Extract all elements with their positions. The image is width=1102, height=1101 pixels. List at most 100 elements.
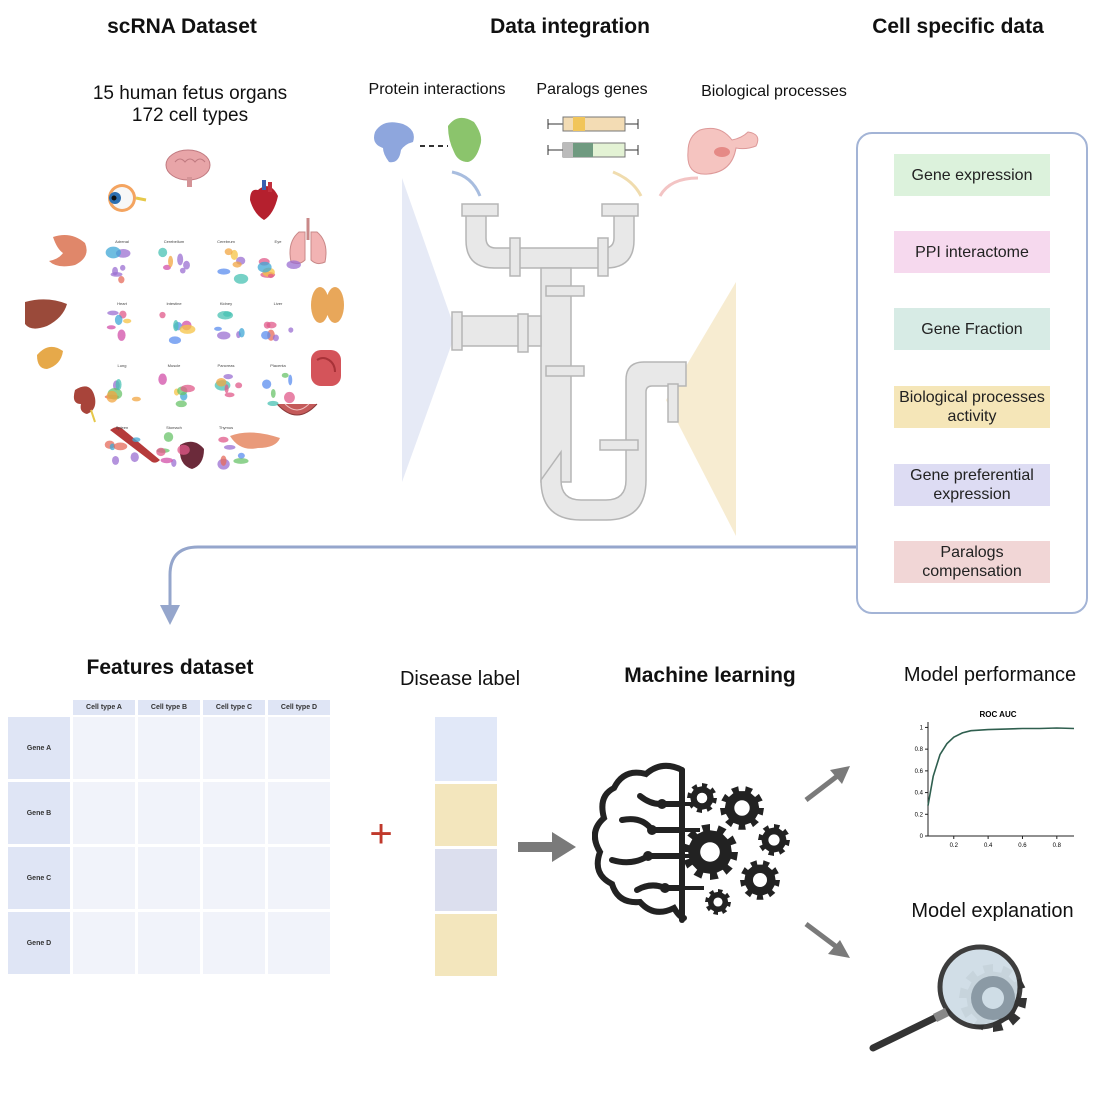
features-table-cell (268, 912, 330, 974)
lungs-icon (289, 218, 327, 265)
adrenal-icon (37, 346, 63, 369)
model-explanation-title: Model explanation (911, 900, 1074, 922)
umap-cluster-blob (131, 396, 141, 402)
gene-fraction-box: Gene Fraction (894, 308, 1050, 350)
gear-hole (768, 834, 780, 846)
umap-cluster-blob (118, 275, 125, 284)
umap-cluster-blob (235, 382, 243, 389)
umap-cluster-blob (179, 324, 196, 334)
umap-cluster-blob (233, 458, 249, 464)
scrna-dataset-title: scRNA Dataset (107, 15, 257, 38)
umap-cluster-blob (156, 447, 166, 457)
umap-cluster-blob (288, 374, 293, 386)
umap-cluster-blob (123, 318, 132, 324)
features-table-cell (138, 847, 200, 909)
umap-cluster-blob (106, 325, 116, 330)
output-funnel-yellow (666, 282, 736, 536)
umap-cluster-blob (220, 455, 227, 466)
x-tick-label: 0.4 (984, 843, 993, 849)
y-tick-label: 0.2 (915, 812, 924, 818)
features-table-cell (73, 717, 135, 779)
chart-title: ROC AUC (979, 710, 1016, 719)
organs-count-label: 15 human fetus organs (92, 83, 288, 104)
features-table-cell (268, 782, 330, 844)
disease-label-cell-1 (435, 717, 497, 781)
umap-cluster-blob (120, 264, 126, 271)
umap-cluster-blob (216, 378, 227, 387)
umap-cluster-blob (132, 437, 141, 443)
umap-cluster-blob (162, 264, 171, 271)
umap-cluster-blob (112, 455, 120, 465)
umap-panel-label: Thymus (219, 425, 233, 430)
arrow-to-performance (804, 766, 850, 802)
features-row-header: Gene B (8, 782, 70, 844)
umap-panel-label: Pancreas (218, 363, 235, 368)
ppi-interactome-box: PPI interactome (894, 231, 1050, 273)
features-row-header: Gene C (8, 847, 70, 909)
x-tick-label: 0.2 (950, 843, 959, 849)
data-integration-title: Data integration (490, 15, 650, 38)
eye-icon (108, 184, 147, 212)
umap-cluster-blob (267, 400, 279, 407)
umap-panel-label: Stomach (166, 425, 182, 430)
liver-icon (25, 299, 67, 329)
umap-cluster-blob (130, 452, 139, 463)
umap-cluster-blob (223, 373, 233, 380)
umap-cluster-blob (224, 248, 233, 256)
features-table-cell (203, 847, 265, 909)
organ-ring-illustration: Adrenal Cerebellum Cerebrum Eye Heart Intesti… (25, 149, 344, 470)
umap-panel-grid: Adrenal Cerebellum Cerebrum Eye Heart Intesti… (104, 239, 301, 470)
umap-cluster-blob (180, 384, 195, 393)
roc-auc-chart: ROC AUC 0.2 0.4 0.6 0.8 0 0.2 0.4 0.6 0.8 1 (915, 710, 1075, 849)
umap-panel-label: Spleen (116, 425, 128, 430)
biological-processes-activity-box: Biological processes activity (894, 386, 1050, 428)
umap-cluster-blob (159, 311, 166, 319)
umap-panel-label: Heart (117, 301, 128, 306)
heart-icon (250, 180, 278, 220)
umap-cluster-blob (224, 392, 235, 398)
features-column-header: Cell type B (138, 700, 200, 715)
cell-specific-data-title: Cell specific data (872, 15, 1044, 38)
y-tick-label: 0.4 (915, 791, 924, 797)
disease-label-title: Disease label (399, 668, 521, 690)
umap-cluster-blob (183, 260, 190, 270)
umap-cluster-blob (263, 321, 271, 329)
umap-cluster-blob (106, 390, 118, 403)
disease-label-cell-3 (435, 849, 497, 911)
y-tick-label: 0.6 (915, 769, 924, 775)
umap-cluster-blob (224, 384, 229, 394)
model-performance-title: Model performance (903, 664, 1077, 686)
umap-cluster-blob (113, 442, 128, 451)
thyroid-icon (311, 287, 344, 323)
paralogs-genes-label: Paralogs genes (536, 81, 648, 98)
stomach-icon (49, 235, 87, 267)
umap-cluster-blob (270, 388, 276, 398)
umap-panel-label: Placenta (270, 363, 286, 368)
pancreas-icon (230, 432, 280, 449)
kidney-icon (73, 386, 96, 423)
umap-panel-label: Adrenal (115, 239, 129, 244)
umap-cluster-blob (105, 246, 121, 259)
umap-panel-label: Lung (118, 363, 127, 368)
features-column-header: Cell type C (203, 700, 265, 715)
arrow-to-explanation (804, 922, 850, 958)
umap-panel-label: Muscle (168, 363, 181, 368)
umap-cluster-blob (223, 444, 236, 450)
umap-cluster-blob (267, 273, 274, 279)
umap-panel-label: Eye (275, 239, 283, 244)
features-table-cell (138, 717, 200, 779)
flow-arrow-to-features (160, 545, 856, 625)
umap-cluster-blob (257, 261, 272, 273)
umap-cluster-blob (262, 379, 272, 389)
data-integration-pipe-illustration (374, 116, 759, 536)
umap-cluster-blob (112, 266, 119, 276)
umap-cluster-blob (232, 261, 242, 268)
umap-cluster-blob (109, 443, 116, 451)
umap-cluster-blob (218, 436, 229, 443)
features-column-header: Cell type D (268, 700, 330, 715)
y-tick-label: 0 (920, 834, 924, 840)
gear-hole (713, 897, 723, 907)
features-row-header: Gene D (8, 912, 70, 974)
features-column-header: Cell type A (73, 700, 135, 715)
umap-cluster-blob (114, 314, 123, 326)
